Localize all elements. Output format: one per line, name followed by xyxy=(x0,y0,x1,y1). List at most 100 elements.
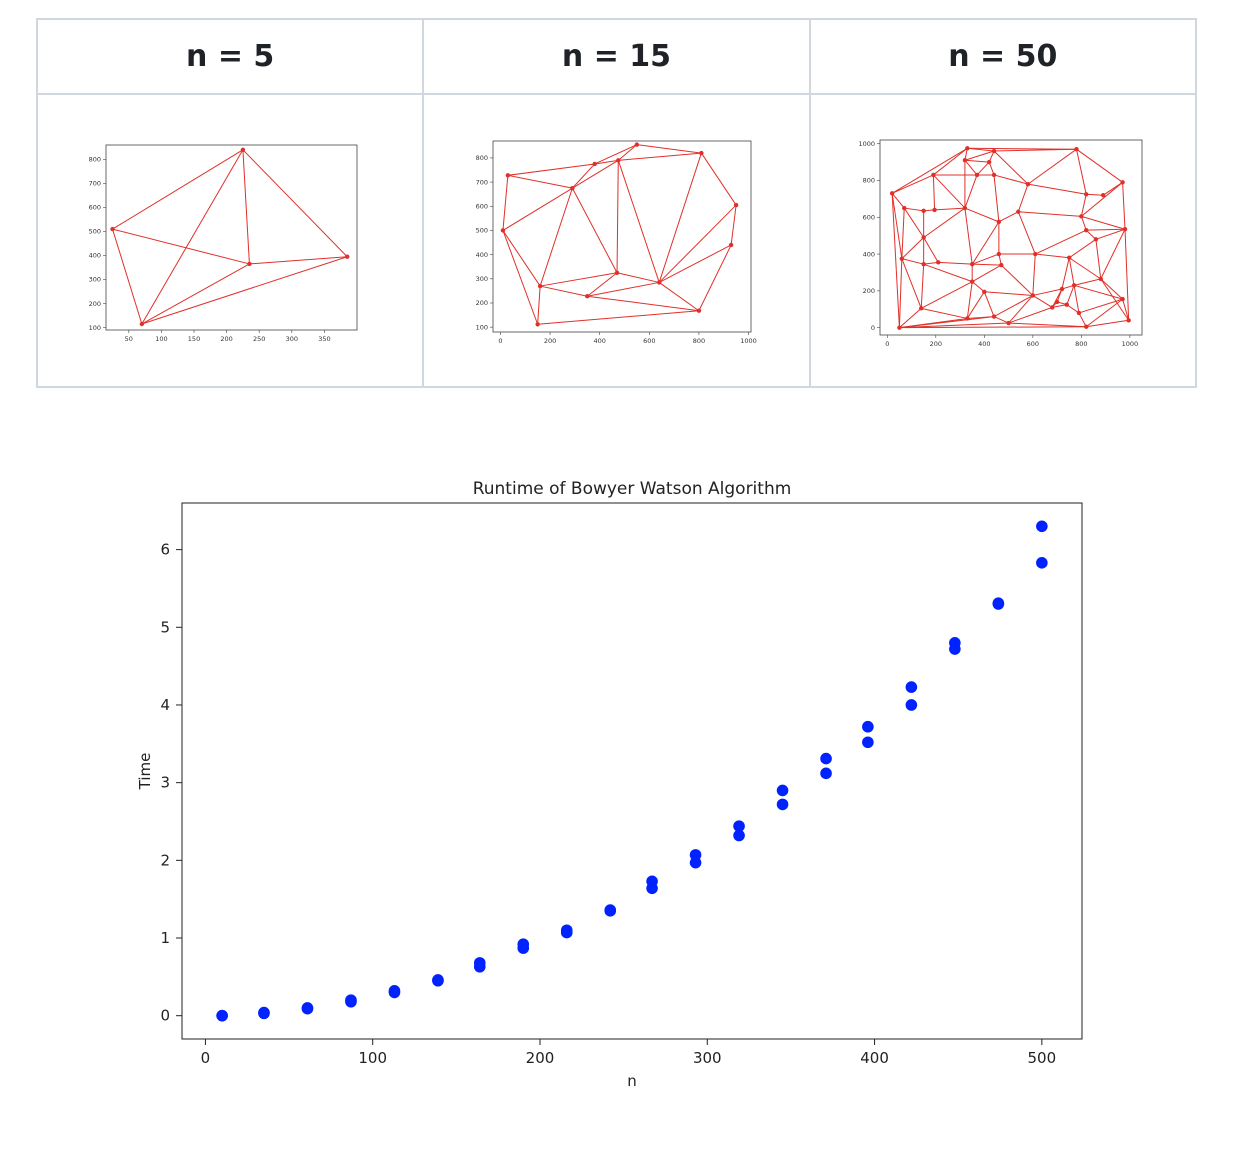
mesh-edge xyxy=(730,205,737,246)
x-tick-label: 400 xyxy=(594,337,606,345)
mesh-point xyxy=(657,280,662,285)
chart-title: Runtime of Bowyer Watson Algorithm xyxy=(473,479,792,499)
mesh-edge xyxy=(1080,181,1123,217)
runtime-point xyxy=(776,798,789,811)
runtime-point xyxy=(862,736,874,749)
x-tick-label: 500 xyxy=(1028,1049,1057,1067)
y-tick-label: 2 xyxy=(160,851,170,869)
y-tick-label: 200 xyxy=(476,299,488,307)
runtime-point xyxy=(517,938,530,951)
mesh-point xyxy=(1049,305,1055,310)
mesh-edge xyxy=(502,175,509,231)
mesh-point xyxy=(981,289,987,294)
mesh-edge xyxy=(502,187,573,231)
mesh-point xyxy=(697,308,702,313)
plot-frame xyxy=(181,502,1083,1040)
mesh-edge xyxy=(976,161,990,176)
mesh-edge xyxy=(1032,295,1053,308)
mesh-edge xyxy=(971,253,999,265)
mesh-edge xyxy=(1061,257,1070,290)
y-tick-label: 6 xyxy=(160,541,170,559)
mesh-point xyxy=(1120,296,1125,302)
mesh-edge xyxy=(1031,254,1036,296)
mesh-point xyxy=(585,294,590,299)
mesh-edge xyxy=(1027,148,1077,185)
mesh-edge xyxy=(594,144,638,165)
mesh-point xyxy=(501,228,506,233)
mesh-point xyxy=(996,251,1001,257)
mesh-point xyxy=(1126,318,1131,323)
cell-n15: 0 200 400 600 800 1000 100 200 300 400 500 600 700 80… xyxy=(422,93,811,388)
mesh-edge xyxy=(1073,278,1101,286)
x-tick-label: 300 xyxy=(693,1049,722,1067)
mesh-edge xyxy=(540,272,618,287)
mesh-edge xyxy=(903,207,924,238)
mesh-edge xyxy=(1095,239,1101,279)
mesh-edge xyxy=(594,159,619,165)
runtime-point xyxy=(776,784,789,797)
mesh-point xyxy=(345,254,350,259)
mesh-edge xyxy=(983,291,1033,296)
runtime-point xyxy=(604,904,617,916)
runtime-point xyxy=(733,820,745,832)
mesh-edge xyxy=(966,147,994,152)
mesh-edge xyxy=(1085,228,1125,231)
x-tick-label: 350 xyxy=(318,335,330,343)
mesh-point xyxy=(1093,237,1098,242)
mesh-edge xyxy=(964,159,989,163)
mesh-edge xyxy=(898,258,902,328)
mesh-edge xyxy=(964,174,978,209)
mesh-point xyxy=(962,205,967,211)
mesh-point xyxy=(969,261,975,267)
mesh-point xyxy=(699,150,704,156)
mesh-edge xyxy=(988,161,995,176)
runtime-point xyxy=(1036,520,1048,533)
y-tick-label: 3 xyxy=(160,774,170,792)
mesh-point xyxy=(1120,180,1125,185)
x-tick-label: 100 xyxy=(358,1049,387,1067)
mesh-edge xyxy=(537,310,700,325)
x-tick-label: 200 xyxy=(929,340,941,348)
mesh-point xyxy=(1076,310,1081,316)
mesh-edge xyxy=(587,295,700,312)
mesh-point xyxy=(921,208,926,214)
mesh-edge xyxy=(242,149,250,264)
mesh-point xyxy=(592,161,598,167)
mesh-point xyxy=(616,158,621,163)
runtime-point xyxy=(473,957,486,969)
y-tick-label: 600 xyxy=(89,204,101,212)
mesh-edge xyxy=(966,147,1077,150)
y-tick-label: 0 xyxy=(160,1007,170,1025)
mesh-point xyxy=(935,260,941,265)
mesh-edge xyxy=(537,286,541,325)
mesh-point xyxy=(1083,227,1089,233)
mesh-point xyxy=(899,256,904,261)
x-tick-label: 200 xyxy=(526,1049,555,1067)
y-tick-label: 500 xyxy=(476,227,488,235)
mesh-point xyxy=(506,173,511,178)
mesh-point xyxy=(921,261,926,267)
mesh-edge xyxy=(616,160,620,273)
mesh-edge xyxy=(993,295,1033,318)
mesh-point xyxy=(1122,227,1127,232)
mesh-edge xyxy=(1124,229,1129,321)
runtime-point xyxy=(992,597,1005,610)
mesh-edge xyxy=(1068,238,1096,259)
mesh-edge xyxy=(1080,216,1087,231)
mesh-point xyxy=(734,202,739,208)
mesh-point xyxy=(1078,214,1084,219)
x-tick-label: 1000 xyxy=(1121,340,1138,348)
plot-frame xyxy=(105,144,358,331)
y-tick-label: 400 xyxy=(89,252,101,260)
mesh-point xyxy=(1071,283,1076,288)
mesh-edge xyxy=(937,261,972,265)
mesh-edge xyxy=(1034,229,1087,255)
runtime-point xyxy=(820,752,832,765)
y-tick-label: 1 xyxy=(160,929,170,947)
mesh-edge xyxy=(112,228,250,265)
mesh-edge xyxy=(901,258,922,309)
mesh-edge xyxy=(920,307,968,319)
mesh-edge xyxy=(587,281,660,297)
y-tick-label: 0 xyxy=(871,324,875,332)
mesh-edge xyxy=(1099,229,1126,280)
